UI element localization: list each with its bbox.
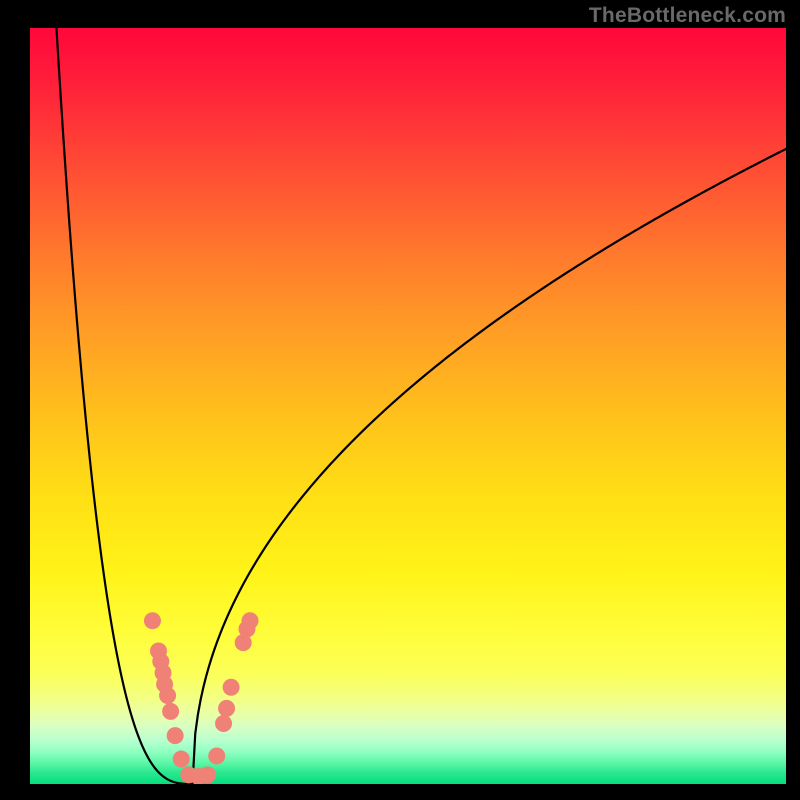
chart-frame: TheBottleneck.com bbox=[0, 0, 800, 800]
gradient-background bbox=[30, 28, 786, 784]
watermark-text: TheBottleneck.com bbox=[589, 4, 786, 28]
plot-area bbox=[30, 28, 786, 784]
